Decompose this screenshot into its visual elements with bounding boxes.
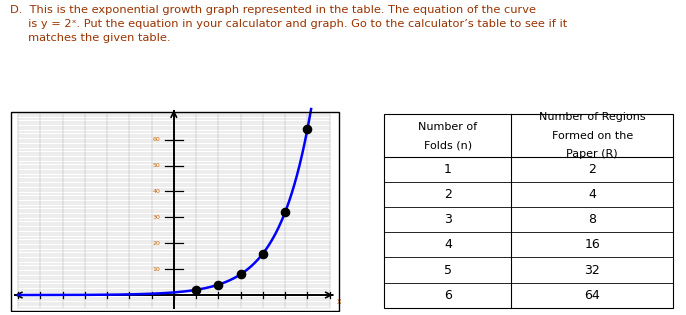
Text: D.  This is the exponential growth graph represented in the table. The equation : D. This is the exponential growth graph …: [10, 5, 567, 43]
Point: [302, 127, 313, 132]
Text: 5: 5: [444, 264, 452, 277]
Point: [280, 210, 291, 215]
Text: 4: 4: [444, 238, 452, 251]
Text: 4: 4: [588, 188, 596, 201]
Text: 20: 20: [152, 241, 161, 246]
Point: [235, 272, 246, 277]
Text: 2: 2: [588, 163, 596, 176]
Text: 32: 32: [584, 264, 600, 277]
Text: x: x: [336, 297, 341, 306]
Text: 3: 3: [444, 213, 452, 226]
Text: Number of Regions: Number of Regions: [539, 112, 646, 122]
Text: 40: 40: [152, 189, 161, 194]
Point: [191, 287, 202, 292]
Text: 8: 8: [588, 213, 596, 226]
Text: 16: 16: [584, 238, 600, 251]
Text: 1: 1: [444, 163, 452, 176]
Text: Paper (R): Paper (R): [567, 149, 618, 159]
Text: 64: 64: [584, 289, 600, 302]
Text: Folds (n): Folds (n): [424, 141, 472, 151]
Text: Formed on the: Formed on the: [552, 130, 632, 140]
Text: 10: 10: [153, 266, 161, 272]
Text: Number of: Number of: [418, 122, 477, 132]
Text: 60: 60: [153, 137, 161, 142]
Text: 6: 6: [444, 289, 452, 302]
Point: [257, 251, 268, 256]
Text: 50: 50: [153, 163, 161, 168]
Text: 30: 30: [152, 215, 161, 220]
Text: 2: 2: [444, 188, 452, 201]
Point: [213, 282, 224, 287]
